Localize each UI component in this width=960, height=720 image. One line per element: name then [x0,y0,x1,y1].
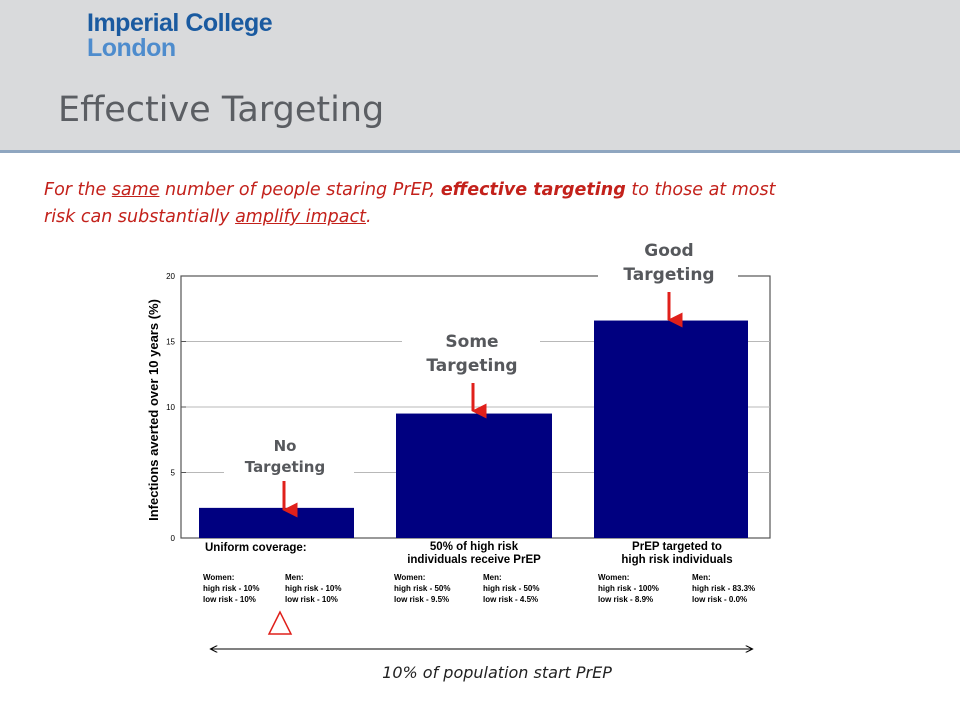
coverage-text: high risk - 10% [285,584,341,593]
y-tick-label: 15 [166,338,175,347]
targeting-label: Targeting [623,265,714,285]
coverage-text: low risk - 9.5% [394,595,449,604]
targeting-label: Targeting [245,458,325,476]
targeting-labels: No Targeting Some Targeting Good Targeting [224,239,738,518]
coverage-text: low risk - 10% [285,595,338,604]
y-tick-label: 0 [171,534,176,543]
y-axis-label: Infections averted over 10 years (%) [146,299,161,521]
coverage-text: high risk - 10% [203,584,259,593]
targeting-label: Good [644,241,693,261]
category-label: individuals receive PrEP [407,554,541,566]
coverage-notes: Women: high risk - 10% low risk - 10% Men: h… [203,573,755,604]
subtitle-effective-targeting: effective targeting [440,180,626,200]
header-divider [0,150,960,153]
bar [396,413,552,538]
category-label: PrEP targeted to [632,541,722,553]
subtitle-part-1: For the [44,180,112,200]
y-axis-ticks: 0 5 10 15 20 [166,272,186,543]
label-backdrop [598,239,738,291]
targeting-label: Some [445,332,498,352]
warning-triangle-icon [267,610,293,635]
logo-line-1: Imperial College [87,9,273,37]
coverage-text: high risk - 50% [483,584,539,593]
coverage-text: low risk - 4.5% [483,595,538,604]
population-note: 10% of population start PrEP [382,663,612,682]
category-label: high risk individuals [621,554,732,566]
coverage-text: Women: [203,573,234,582]
coverage-text: low risk - 10% [203,595,256,604]
bar [594,320,748,538]
subtitle-part-3: to those at most risk can substantially [44,180,776,227]
subtitle-part-4: . [366,207,372,227]
coverage-text: Men: [285,573,304,582]
coverage-text: Women: [394,573,425,582]
coverage-text: Men: [483,573,502,582]
category-labels: Uniform coverage: 50% of high riskindivid… [205,541,733,566]
subtitle-part-2: number of people staring PrEP, [159,180,441,200]
y-tick-label: 20 [166,272,175,281]
targeting-label: No [274,437,297,455]
targeting-label: Targeting [426,356,517,376]
subtitle: For the same number of people staring Pr… [44,177,804,231]
label-backdrop [224,436,354,482]
header-band [0,0,960,150]
y-tick-label: 10 [166,403,175,412]
coverage-text: Women: [598,573,629,582]
y-tick-label: 5 [171,469,176,478]
imperial-college-logo: Imperial College London [87,9,273,62]
slide-title: Effective Targeting [58,90,385,130]
subtitle-amplify-impact: amplify impact [235,207,366,227]
bars [199,320,748,538]
coverage-text: high risk - 100% [598,584,659,593]
coverage-text: Men: [692,573,711,582]
logo-line-2: London [87,34,176,62]
coverage-text: low risk - 8.9% [598,595,653,604]
label-backdrop [402,330,540,382]
coverage-text: high risk - 83.3% [692,584,755,593]
category-label: 50% of high risk [430,541,519,553]
subtitle-same: same [111,180,160,200]
coverage-text: high risk - 50% [394,584,450,593]
bar [199,507,354,538]
category-label: Uniform coverage: [205,542,307,554]
coverage-text: low risk - 0.0% [692,595,747,604]
